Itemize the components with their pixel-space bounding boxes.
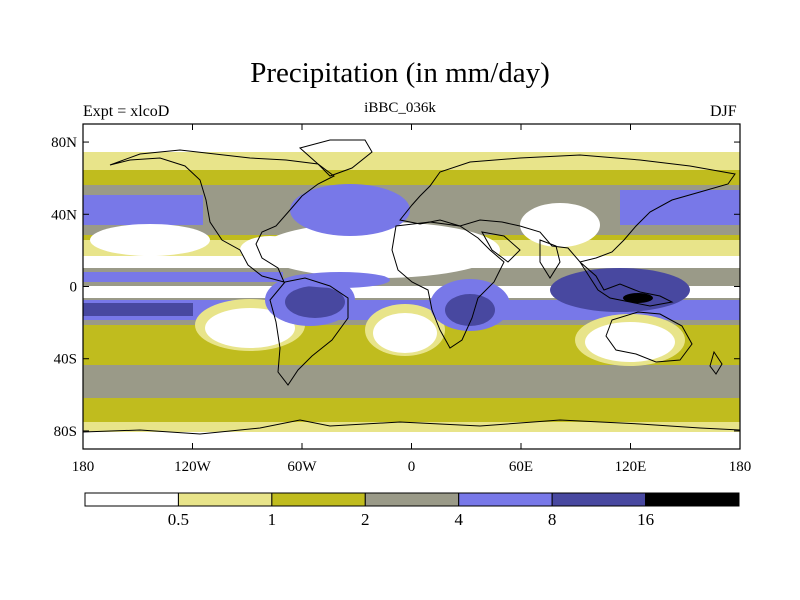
lat-tick-label: 80S: [54, 424, 77, 440]
season-label: DJF: [710, 103, 737, 120]
lon-tick-label: 120E: [615, 459, 647, 475]
colorbar-swatch: [177, 492, 273, 507]
dry-zone: [260, 222, 500, 278]
lat-tick-label: 40N: [51, 207, 77, 223]
colorbar-swatch: [271, 492, 366, 507]
colorbar-swatch: [458, 492, 553, 507]
wet-zone: [290, 272, 390, 288]
dry-zone: [585, 322, 675, 362]
coastline-south-america: [269, 277, 349, 386]
colorbar-labels: 0.5 1 2 4 8 16: [168, 510, 654, 529]
coastline-greenland: [298, 139, 373, 177]
precip-band: [620, 190, 740, 225]
wet-zone: [623, 293, 653, 303]
lat-tick-label: 40S: [54, 352, 77, 368]
coastline-africa: [391, 221, 505, 349]
lon-tick-label: 180: [72, 459, 95, 475]
coastlines: [83, 139, 740, 435]
coastline-europe-asia: [399, 154, 736, 263]
coastline-australia: [605, 311, 693, 363]
lat-tick-label: 0: [70, 280, 78, 296]
dry-zone: [373, 313, 437, 353]
colorbar-swatch: [364, 492, 460, 507]
lon-tick-label: 180: [729, 459, 752, 475]
colorbar-label: 8: [548, 510, 557, 529]
precip-band: [83, 422, 740, 432]
wet-zone: [290, 184, 410, 236]
lat-tick-label: 80N: [51, 135, 77, 151]
colorbar-label: 0.5: [168, 510, 189, 529]
colorbar-swatch: [551, 492, 647, 507]
longitude-labels: 180 120W 60W 0 60E 120E 180: [72, 459, 752, 475]
precip-band: [83, 272, 283, 282]
wet-zone: [285, 286, 345, 318]
map-area: [82, 123, 741, 450]
latitude-labels: 80N 40N 0 40S 80S: [51, 135, 77, 440]
precip-band: [83, 303, 193, 316]
dry-zone: [240, 236, 300, 264]
wet-zone: [550, 268, 690, 312]
experiment-label: Expt = xlcoD: [83, 103, 170, 120]
precip-band: [83, 395, 740, 425]
colorbar-label: 1: [268, 510, 277, 529]
colorbar-swatch: [84, 492, 179, 507]
dry-zone: [90, 224, 210, 256]
coastline-southeast-asia: [579, 261, 674, 307]
colorbar-label: 4: [454, 510, 463, 529]
colorbar-label: 2: [361, 510, 370, 529]
axis-ticks: [82, 124, 741, 449]
lon-tick-label: 60E: [509, 459, 533, 475]
coastline-new-zealand: [709, 350, 723, 375]
polar-dry: [83, 432, 740, 449]
precip-band: [83, 195, 203, 225]
wet-zone: [445, 294, 495, 326]
map-title: Precipitation (in mm/day): [250, 57, 550, 89]
run-label: iBBC_036k: [364, 100, 436, 116]
dry-zone: [520, 203, 600, 247]
colorbar-label: 16: [637, 510, 654, 529]
colorbar-swatch: [645, 492, 740, 507]
lon-tick-label: 120W: [174, 459, 212, 475]
colorbar: [84, 492, 740, 507]
precip-band: [83, 360, 740, 398]
coastline-arabia-india: [481, 231, 561, 279]
dry-zone: [205, 308, 295, 348]
coastline-north-america: [109, 149, 335, 283]
lon-tick-label: 0: [408, 459, 416, 475]
precipitation-field: [83, 124, 740, 449]
coastline-antarctica: [83, 419, 740, 435]
lon-tick-label: 60W: [287, 459, 317, 475]
